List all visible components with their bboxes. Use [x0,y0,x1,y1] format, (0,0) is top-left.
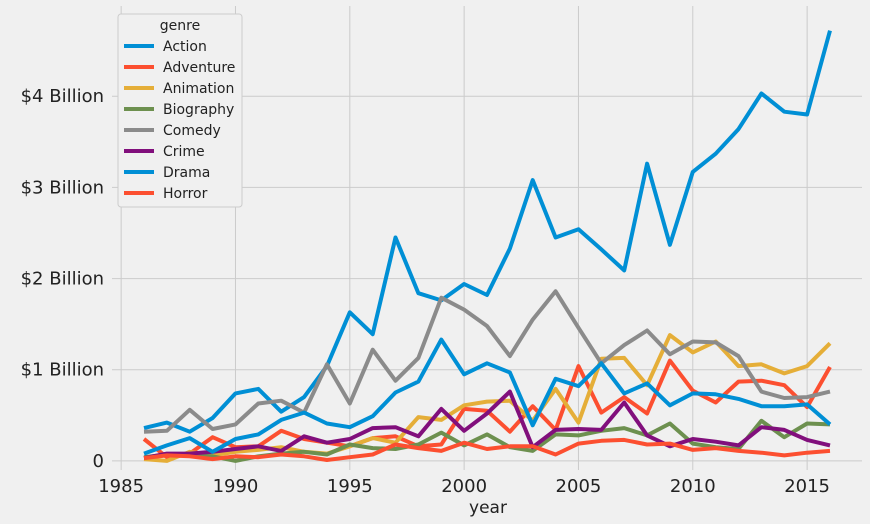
y-tick-labels: 0 $1 Billion $2 Billion $3 Billion $4 Billio… [21,86,104,472]
y-tick-label: $4 Billion [21,86,104,107]
series-line-action [143,30,832,434]
series-line-comedy [143,289,831,434]
legend: genre Action Adventure Animation Biography C… [117,13,243,208]
x-tick-label: 2005 [556,476,602,497]
x-tick-label: 1985 [98,476,144,497]
x-tick-labels: 1985 1990 1995 2000 2005 2010 2015 [98,476,830,497]
legend-label: Horror [163,186,208,202]
y-tick-label: 0 [93,451,104,472]
legend-box [117,13,243,208]
x-tick-label: 2000 [441,476,487,497]
y-tick-label: $2 Billion [21,269,104,290]
series-line-crime [143,389,831,461]
x-tick-label: 2010 [670,476,716,497]
legend-label: Adventure [163,60,235,76]
series-line-drama [143,337,832,456]
series-lines [142,30,832,463]
legend-label: Action [163,39,207,55]
x-tick-label: 1995 [327,476,373,497]
x-tick-label: 2015 [784,476,830,497]
series-line-horror [143,437,831,462]
legend-title: genre [160,18,200,34]
legend-label: Animation [163,81,234,97]
y-tick-label: $3 Billion [21,177,104,198]
legend-label: Biography [163,102,234,118]
legend-label: Comedy [163,123,221,139]
x-axis-label: year [469,498,507,518]
legend-label: Crime [163,144,205,160]
legend-label: Drama [163,165,210,181]
x-tick-label: 1990 [213,476,259,497]
y-tick-label: $1 Billion [21,360,104,381]
